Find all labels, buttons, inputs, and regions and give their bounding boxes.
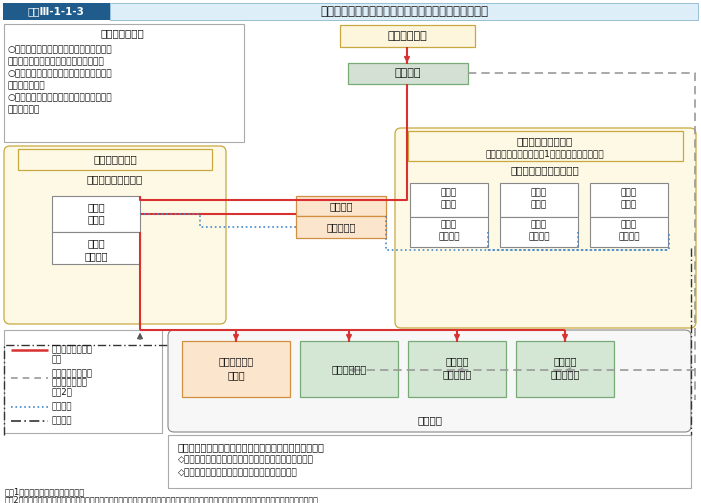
Bar	[348, 63, 468, 84]
Bar	[410, 183, 488, 217]
Bar	[4, 24, 244, 142]
Text: 方面総監など: 方面総監など	[332, 364, 367, 374]
Bar	[182, 341, 290, 397]
Bar	[168, 435, 691, 488]
Text: 自衛隊の運用体制及び統幕長と陸・海・空幕長の役割: 自衛隊の運用体制及び統幕長と陸・海・空幕長の役割	[320, 5, 488, 18]
Text: （注2）　「統合任務部隊」に関する運用以外の隊務に対する大臣の指揮監督について幕僚長が行う職務に関しては、大臣の定めるところによる。: （注2） 「統合任務部隊」に関する運用以外の隊務に対する大臣の指揮監督について幕…	[5, 495, 319, 503]
Text: 統合任務部隊: 統合任務部隊	[219, 356, 254, 366]
Bar	[296, 196, 386, 216]
Text: ○自衛隊に対する大臣の指揮は、統幕長を: ○自衛隊に対する大臣の指揮は、統幕長を	[8, 69, 113, 78]
Bar	[590, 183, 668, 217]
Text: 的観点から大臣を一元的に補佐する。: 的観点から大臣を一元的に補佐する。	[8, 57, 104, 66]
Text: 幕僚長: 幕僚長	[441, 201, 457, 210]
Bar	[3, 3, 110, 20]
Text: 幕僚監部: 幕僚監部	[618, 232, 640, 241]
Text: ○統幕長が自衛隊の運用に関し、軍事専門: ○統幕長が自衛隊の運用に関し、軍事専門	[8, 45, 113, 54]
Text: 海　上: 海 上	[531, 220, 547, 229]
Bar	[18, 149, 212, 170]
Text: 部隊運用の責任: 部隊運用の責任	[93, 154, 137, 164]
Text: 陸　上: 陸 上	[441, 189, 457, 198]
Text: 航空総隊: 航空総隊	[553, 356, 577, 366]
Text: （注1）　統合訓練は統幕長の責任: （注1） 統合訓練は統幕長の責任	[5, 487, 86, 496]
Text: 司令官など: 司令官など	[550, 369, 580, 379]
Text: （注2）: （注2）	[52, 387, 73, 396]
Bar	[410, 217, 488, 247]
Text: ○自衛隊に対する大臣の命令は、統幕長が: ○自衛隊に対する大臣の命令は、統幕長が	[8, 93, 113, 102]
Text: 調整系統: 調整系統	[52, 416, 72, 426]
Text: 幕僚監部: 幕僚監部	[529, 232, 550, 241]
Text: 海　上: 海 上	[531, 189, 547, 198]
Text: 幕僚長: 幕僚長	[87, 214, 105, 224]
Text: 指揮官: 指揮官	[227, 370, 245, 380]
Text: フォース・ユーザー: フォース・ユーザー	[87, 174, 143, 184]
Text: 図表Ⅲ-1-1-3: 図表Ⅲ-1-1-3	[27, 7, 84, 17]
Text: 陸　上: 陸 上	[441, 220, 457, 229]
Bar	[52, 196, 140, 232]
Text: 幕僚長: 幕僚長	[621, 201, 637, 210]
Text: 部隊運用以外の責任: 部隊運用以外の責任	[517, 136, 573, 146]
Text: 実動部隊: 実動部隊	[418, 415, 442, 425]
Text: 関する指揮系統: 関する指揮系統	[52, 378, 88, 387]
Text: 運用に関する指揮: 運用に関する指揮	[52, 346, 93, 355]
Text: 統合運用の基本: 統合運用の基本	[100, 28, 144, 38]
FancyBboxPatch shape	[4, 146, 226, 324]
Bar	[516, 341, 614, 397]
Text: 通じて行う。: 通じて行う。	[8, 81, 46, 90]
Bar	[296, 216, 386, 238]
FancyBboxPatch shape	[168, 330, 691, 432]
Text: フォース・プロバイダー: フォース・プロバイダー	[510, 165, 579, 175]
Text: 情報本部: 情報本部	[329, 201, 353, 211]
Text: 幕僚長: 幕僚長	[531, 201, 547, 210]
Text: 統幕長と陸・海・空幕長は職務遂行にあたり密接に連携: 統幕長と陸・海・空幕長は職務遂行にあたり密接に連携	[178, 442, 325, 452]
Text: 幕僚監部: 幕僚監部	[438, 232, 460, 241]
Text: 運用以外の隊務に: 運用以外の隊務に	[52, 370, 93, 378]
Bar	[340, 25, 475, 47]
Bar	[408, 341, 506, 397]
Text: 統　合: 統 合	[87, 202, 105, 212]
Text: ◇統幕長は後方補給などにかかわる統一的な方針の明示: ◇統幕長は後方補給などにかかわる統一的な方針の明示	[178, 456, 314, 464]
Text: ◇陸・海・空幕長は運用時の後方補給などの支援: ◇陸・海・空幕長は運用時の後方補給などの支援	[178, 468, 298, 477]
Bar	[110, 3, 698, 20]
Text: 幕僚監部: 幕僚監部	[84, 251, 108, 261]
Text: 内閣総理大臣: 内閣総理大臣	[387, 31, 427, 41]
Bar	[4, 330, 162, 433]
Text: 防衛大臣: 防衛大臣	[395, 68, 421, 78]
Text: 系統: 系統	[52, 356, 62, 365]
Text: 統　合: 統 合	[87, 238, 105, 248]
FancyBboxPatch shape	[395, 128, 696, 328]
Bar	[500, 183, 578, 217]
Text: 航　空: 航 空	[621, 189, 637, 198]
Text: 統合情報部: 統合情報部	[326, 222, 355, 232]
Bar	[500, 217, 578, 247]
Text: 司令官など: 司令官など	[442, 369, 472, 379]
Text: （人事、教育、訓練（注1）、防衛力整備など）: （人事、教育、訓練（注1）、防衛力整備など）	[486, 149, 604, 158]
Bar	[590, 217, 668, 247]
Bar	[300, 341, 398, 397]
Text: 情報系統: 情報系統	[52, 402, 72, 411]
Bar	[52, 232, 140, 264]
Text: 自衛艦隊: 自衛艦隊	[445, 356, 469, 366]
Text: 航　空: 航 空	[621, 220, 637, 229]
Text: 執行する。: 執行する。	[8, 105, 40, 114]
Bar	[408, 131, 683, 161]
